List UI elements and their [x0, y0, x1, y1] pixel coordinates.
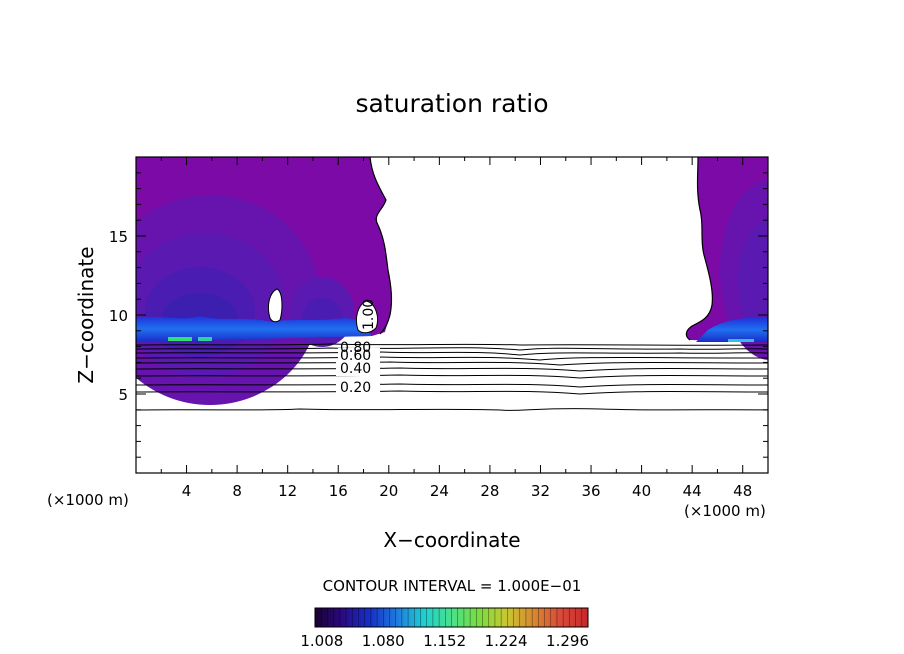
y-tick-label: 15: [109, 228, 128, 246]
contour-lines: [136, 343, 768, 411]
colorbar-tick-label: 1.224: [485, 632, 528, 650]
colorbar: 1.008 1.080 1.152 1.224 1.296: [300, 607, 589, 650]
y-tick-label: 10: [109, 307, 128, 325]
x-tick-label: 20: [379, 482, 398, 500]
chart-title: saturation ratio: [355, 89, 548, 118]
colorbar-tick-label: 1.008: [300, 632, 343, 650]
saturation-shade-right-inner: [738, 220, 768, 340]
y-axis: 5 10 15: [109, 172, 768, 458]
contour-line-4: [136, 356, 768, 361]
x-tick-label: 32: [531, 482, 550, 500]
cloud-edge-right: [685, 157, 713, 341]
x-tick-label: 4: [182, 482, 192, 500]
x-tick-label: 28: [480, 482, 499, 500]
colorbar-stripes: [320, 608, 583, 627]
colorbar-tick-label: 1.296: [546, 632, 589, 650]
contour-label-040: 0.40: [340, 361, 371, 377]
contour-line-9: [136, 390, 768, 395]
x-tick-label: 16: [329, 482, 348, 500]
x-tick-label: 36: [581, 482, 600, 500]
x-tick-label: 44: [683, 482, 702, 500]
x-tick-label: 12: [278, 482, 297, 500]
x-tick-label: 24: [430, 482, 449, 500]
x-axis: 4 8 12 16 20 24 28 32 36 40 44 48: [160, 157, 752, 500]
contour-label-100: 1.00: [361, 299, 377, 330]
contour-line-8: [136, 383, 768, 388]
colorbar-labels: 1.008 1.080 1.152 1.224 1.296: [300, 632, 589, 650]
colorbar-tick-label: 1.152: [423, 632, 466, 650]
colorbar-tick-label: 1.080: [362, 632, 405, 650]
contour-label-080: 0.80: [340, 340, 371, 356]
contour-label-bg-3: [338, 348, 380, 362]
contour-label-bg-2: [336, 362, 380, 376]
saturation-band-left: [136, 316, 372, 342]
contour-interval-text: CONTOUR INTERVAL = 1.000E−01: [323, 577, 582, 595]
x-tick-label: 40: [632, 482, 651, 500]
x-unit-left: (×1000 m): [47, 491, 129, 509]
saturation-hole-1: [267, 288, 283, 323]
saturation-highlight-cyan: [728, 339, 754, 342]
x-unit-right: (×1000 m): [684, 502, 766, 520]
contour-line-1: [136, 343, 768, 346]
saturation-band-right: [696, 317, 768, 342]
saturation-hole-2: [355, 300, 379, 334]
contour-line-7: [136, 374, 768, 379]
contour-line-3: [136, 351, 768, 356]
x-tick-label: 48: [733, 482, 752, 500]
contour-label-060: 0.60: [340, 348, 371, 364]
contour-line-2: [136, 347, 768, 351]
contour-line-5: [136, 361, 768, 366]
saturation-highlight-green-2: [198, 337, 212, 341]
y-axis-label: Z−coordinate: [74, 246, 98, 383]
contour-line-10: [136, 408, 768, 411]
plot-area: [136, 157, 768, 411]
saturation-highlight-green-1: [168, 337, 192, 341]
cloud-edge-left: [369, 157, 393, 335]
contour-line-6: [136, 367, 768, 372]
x-axis-label: X−coordinate: [383, 528, 520, 552]
y-tick-label: 5: [118, 386, 128, 404]
contour-label-020: 0.20: [340, 380, 371, 396]
x-tick-label: 8: [232, 482, 242, 500]
contour-label-bg-1: [336, 380, 380, 394]
colorbar-frame: [314, 607, 589, 628]
